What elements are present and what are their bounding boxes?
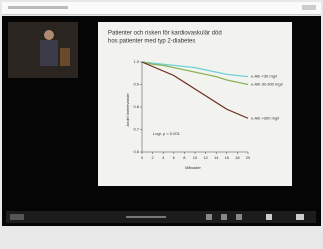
slide-title: Patienter och risken för kardiovaskulär … — [108, 31, 222, 37]
speaker-head — [44, 30, 54, 40]
fullscreen-button[interactable] — [296, 214, 304, 220]
x-label: Månader — [185, 165, 201, 170]
control-button[interactable] — [236, 214, 242, 220]
speaker-video — [8, 22, 78, 78]
x-tick-label: 16 — [225, 155, 230, 160]
seek-bar[interactable] — [126, 216, 166, 218]
podium — [60, 48, 70, 66]
window-controls[interactable] — [302, 5, 316, 10]
y-tick-label: 0.7 — [133, 127, 139, 132]
x-tick-label: 12 — [203, 155, 208, 160]
series-label: u-Alb 30-300 mg/l — [251, 82, 283, 87]
address-bar — [2, 2, 321, 15]
y-tick-label: 0.6 — [133, 149, 139, 154]
annotation: Logr. p < 0.001 — [153, 131, 181, 136]
x-tick-label: 20 — [246, 155, 251, 160]
series-label: u-Alb <30 mg/l — [251, 74, 277, 79]
slide-title: hos patienter med typ 2-diabetes — [108, 39, 195, 45]
control-button[interactable] — [221, 214, 227, 220]
slide: Patienter och risken för kardiovaskulär … — [98, 22, 292, 186]
speaker-body — [40, 40, 58, 66]
y-tick-label: 1.0 — [133, 59, 139, 64]
control-bar — [6, 211, 316, 223]
control-button[interactable] — [266, 214, 272, 220]
url[interactable] — [8, 6, 68, 9]
browser-window: Patienter och risken för kardiovaskulär … — [0, 0, 323, 249]
y-label: Andel överlevande — [125, 93, 130, 127]
y-tick-label: 0.9 — [133, 82, 139, 87]
y-tick-label: 0.8 — [133, 104, 139, 109]
x-tick-label: 18 — [235, 155, 240, 160]
player: Patienter och risken för kardiovaskulär … — [2, 16, 321, 226]
x-tick-label: 10 — [193, 155, 198, 160]
x-tick-label: 14 — [214, 155, 219, 160]
series-label: u-Alb >300 mg/l — [251, 115, 279, 120]
menu-button[interactable] — [10, 214, 24, 220]
control-button[interactable] — [206, 214, 212, 220]
